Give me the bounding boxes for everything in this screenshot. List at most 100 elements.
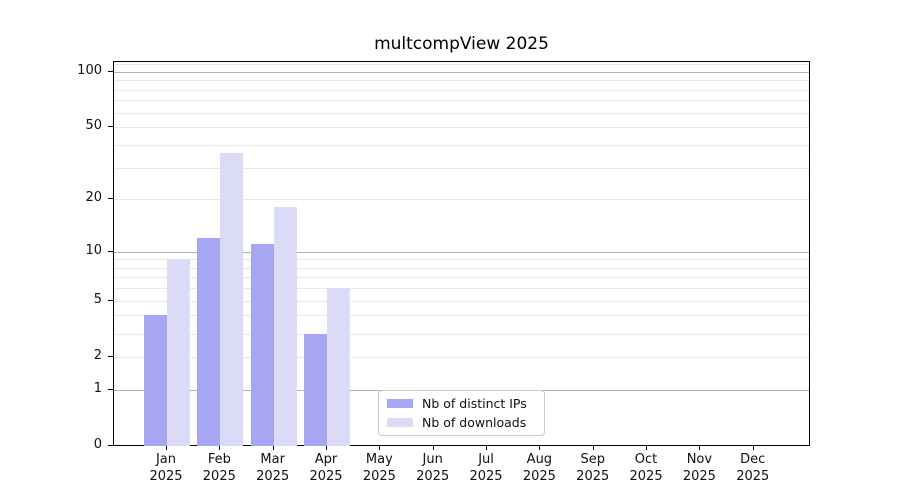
legend-label-downloads: Nb of downloads <box>422 415 527 430</box>
minor-gridline-8 <box>114 267 809 269</box>
minor-gridline-7 <box>114 277 809 279</box>
minor-gridline-80 <box>114 89 809 91</box>
minor-gridline-6 <box>114 288 809 290</box>
minor-gridline-50 <box>114 127 809 129</box>
bar-distinct-ips-mar <box>250 244 274 446</box>
legend: Nb of distinct IPs Nb of downloads <box>378 390 545 436</box>
month-label: Oct <box>634 452 658 467</box>
x-tick-label-sep: Sep 2025 <box>561 451 625 485</box>
y-tick-100 <box>108 70 113 72</box>
y-tick-label-50: 50 <box>85 118 102 134</box>
legend-item-downloads: Nb of downloads <box>387 415 536 430</box>
minor-gridline-70 <box>114 100 809 102</box>
x-tick-label-may: May 2025 <box>347 451 411 485</box>
x-tick-jan <box>166 446 167 450</box>
year-label: 2025 <box>682 469 716 484</box>
y-tick-label-2: 2 <box>93 347 102 363</box>
month-label: Apr <box>314 452 338 467</box>
bar-downloads-apr <box>327 288 351 446</box>
x-tick-label-aug: Aug 2025 <box>507 451 571 485</box>
year-label: 2025 <box>362 469 396 484</box>
major-gridline-100 <box>114 71 809 73</box>
x-tick-dec <box>752 446 754 450</box>
major-gridline-10 <box>114 251 809 253</box>
chart-title: multcompView 2025 <box>374 34 549 54</box>
month-label: Aug <box>526 452 553 467</box>
year-label: 2025 <box>522 469 556 484</box>
x-tick-nov <box>699 446 701 450</box>
month-label: Nov <box>686 452 713 467</box>
x-tick-may <box>379 446 381 450</box>
x-tick-aug <box>539 446 541 450</box>
y-tick-label-1: 1 <box>93 380 102 396</box>
minor-gridline-30 <box>114 167 809 169</box>
x-tick-label-apr: Apr 2025 <box>294 451 358 485</box>
y-tick-50 <box>108 126 113 128</box>
plot-area <box>113 61 810 446</box>
bar-distinct-ips-apr <box>304 333 328 446</box>
x-tick-label-jun: Jun 2025 <box>401 451 465 485</box>
bar-distinct-ips-jan <box>144 315 167 446</box>
bar-downloads-feb <box>220 153 244 446</box>
month-label: Jan <box>155 452 177 467</box>
y-tick-1 <box>108 388 113 390</box>
legend-label-distinct-ips: Nb of distinct IPs <box>422 396 527 411</box>
minor-gridline-5 <box>114 300 809 302</box>
minor-gridline-3 <box>114 333 809 335</box>
y-tick-label-20: 20 <box>85 190 102 206</box>
x-tick-label-mar: Mar 2025 <box>241 451 305 485</box>
x-tick-apr <box>326 446 328 450</box>
y-tick-label-0: 0 <box>93 437 102 452</box>
year-label: 2025 <box>629 469 663 484</box>
year-label: 2025 <box>202 469 236 484</box>
y-tick-5 <box>108 299 113 301</box>
x-tick-jun <box>432 446 434 450</box>
x-tick-feb <box>219 446 221 450</box>
bar-downloads-jan <box>167 259 190 446</box>
y-tick-10 <box>108 250 113 252</box>
month-label: Jun <box>422 452 443 467</box>
month-label: Jul <box>478 452 494 467</box>
bar-distinct-ips-feb <box>197 237 221 446</box>
legend-item-distinct-ips: Nb of distinct IPs <box>387 396 536 411</box>
x-tick-mar <box>272 446 274 450</box>
y-tick-label-10: 10 <box>85 242 102 258</box>
x-tick-label-nov: Nov 2025 <box>667 451 731 485</box>
x-tick-label-jul: Jul 2025 <box>454 451 518 485</box>
month-label: May <box>365 452 393 467</box>
x-tick-label-oct: Oct 2025 <box>614 451 678 485</box>
month-label: Mar <box>260 452 285 467</box>
minor-gridline-90 <box>114 80 809 82</box>
year-label: 2025 <box>149 469 183 484</box>
year-label: 2025 <box>469 469 503 484</box>
y-tick-20 <box>108 198 113 200</box>
y-tick-2 <box>108 355 113 357</box>
x-tick-label-feb: Feb 2025 <box>187 451 251 485</box>
month-label: Dec <box>740 452 766 467</box>
x-tick-jul <box>486 446 488 450</box>
x-tick-label-jan: Jan 2025 <box>134 451 198 485</box>
minor-gridline-110 <box>114 64 809 66</box>
x-tick-sep <box>592 446 594 450</box>
year-label: 2025 <box>416 469 450 484</box>
x-tick-oct <box>646 446 648 450</box>
legend-swatch-downloads <box>387 418 413 427</box>
minor-gridline-2 <box>114 356 809 358</box>
year-label: 2025 <box>256 469 290 484</box>
minor-gridline-4 <box>114 315 809 317</box>
year-label: 2025 <box>309 469 343 484</box>
minor-gridline-9 <box>114 259 809 261</box>
minor-gridline-40 <box>114 144 809 146</box>
x-tick-label-dec: Dec 2025 <box>721 451 785 485</box>
y-tick-label-5: 5 <box>93 291 102 307</box>
legend-swatch-distinct-ips <box>387 399 413 408</box>
y-tick-0 <box>108 445 113 446</box>
month-label: Feb <box>207 452 231 467</box>
bar-downloads-mar <box>273 207 297 446</box>
y-tick-label-100: 100 <box>77 62 102 78</box>
minor-gridline-20 <box>114 199 809 201</box>
month-label: Sep <box>580 452 605 467</box>
year-label: 2025 <box>576 469 610 484</box>
year-label: 2025 <box>736 469 770 484</box>
